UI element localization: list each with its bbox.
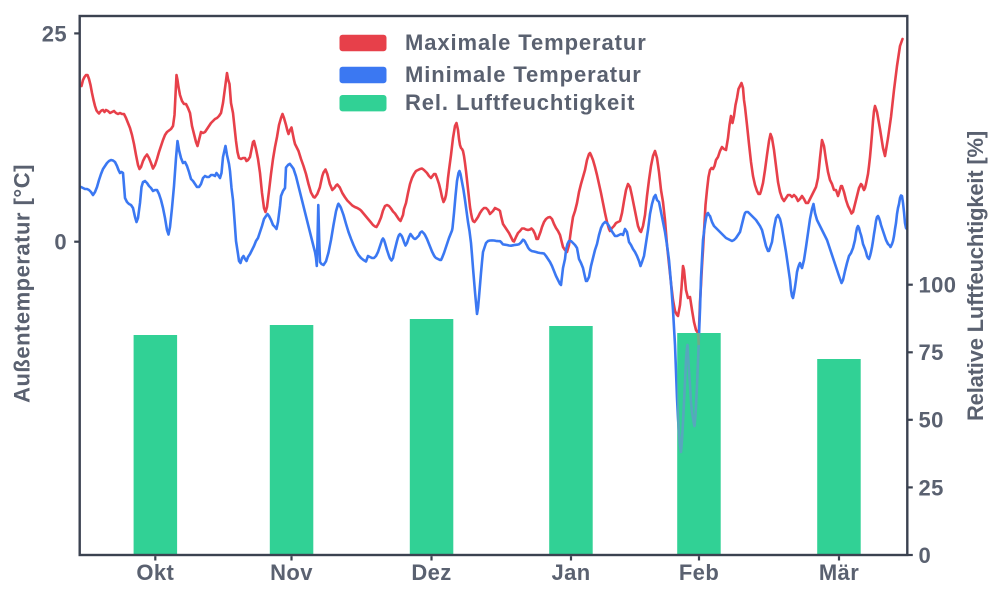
svg-text:Außentemperatur [°C]: Außentemperatur [°C] [10,164,35,403]
svg-text:25: 25 [42,21,67,46]
svg-text:0: 0 [919,543,932,568]
svg-text:Maximale Temperatur: Maximale Temperatur [405,30,647,55]
svg-text:Minimale Temperatur: Minimale Temperatur [405,62,642,87]
svg-text:50: 50 [919,408,944,433]
svg-text:0: 0 [54,230,67,255]
svg-text:Dez: Dez [411,560,451,585]
svg-text:Feb: Feb [679,560,719,585]
svg-text:Nov: Nov [270,560,313,585]
svg-text:100: 100 [919,273,957,298]
svg-text:Okt: Okt [136,560,174,585]
svg-text:75: 75 [919,340,944,365]
svg-text:25: 25 [919,475,944,500]
svg-text:Jan: Jan [551,560,590,585]
svg-text:Mär: Mär [819,560,859,585]
svg-text:Relative Luftfeuchtigkeit [%]: Relative Luftfeuchtigkeit [%] [963,131,988,421]
svg-text:Rel. Luftfeuchtigkeit: Rel. Luftfeuchtigkeit [405,90,635,115]
